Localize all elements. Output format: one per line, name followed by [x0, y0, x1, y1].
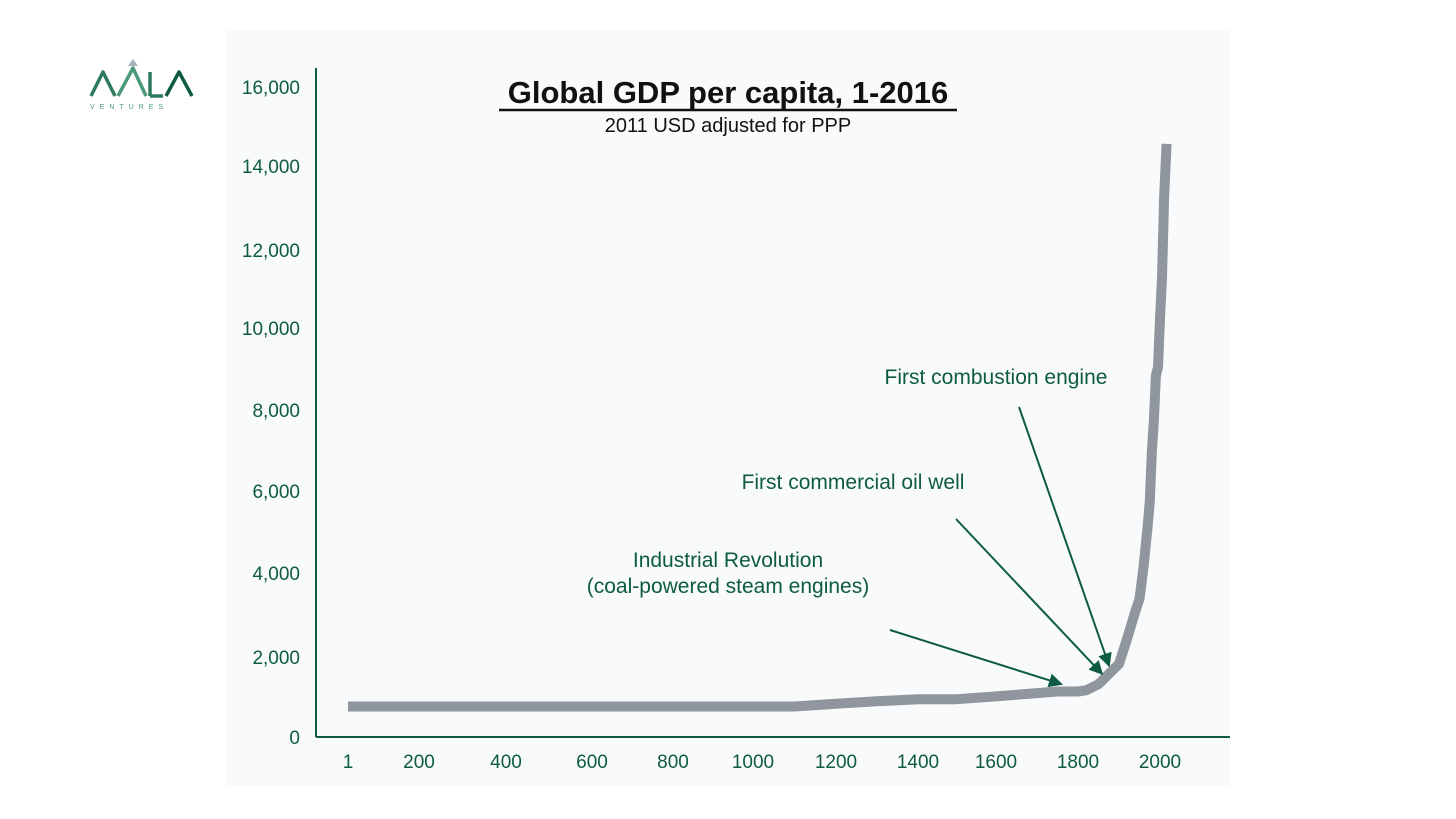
- y-tick-label: 16,000: [242, 78, 300, 99]
- axes-layer: [315, 68, 1230, 738]
- y-tick-label: 0: [289, 728, 300, 749]
- gdp-series-line: [348, 143, 1172, 712]
- annotation-arrow: [1018, 406, 1112, 668]
- y-tick-label: 12,000: [242, 241, 300, 262]
- y-tick-label: 8,000: [252, 401, 300, 422]
- x-tick-label: 1000: [732, 752, 774, 773]
- y-tick-label: 2,000: [252, 648, 300, 669]
- x-tick-label: 1600: [975, 752, 1017, 773]
- chart-subtitle: 2011 USD adjusted for PPP: [605, 115, 851, 137]
- x-tick-label: 400: [490, 752, 522, 773]
- y-tick-label: 6,000: [252, 482, 300, 503]
- annotation-label: First combustion engine: [885, 366, 1108, 389]
- chart-title: Global GDP per capita, 1-2016: [508, 75, 949, 110]
- x-tick-label: 800: [657, 752, 689, 773]
- annotation-arrow: [955, 518, 1104, 676]
- y-tick-label: 4,000: [252, 564, 300, 585]
- logo-tagline: VENTURES: [90, 104, 168, 111]
- annotation-label: Industrial Revolution: [633, 549, 823, 572]
- annotation-arrow: [889, 629, 1063, 688]
- annotation-label: First commercial oil well: [742, 471, 965, 494]
- y-tick-label: 10,000: [242, 319, 300, 340]
- x-tick-label: 2000: [1139, 752, 1181, 773]
- x-tick-label: 1800: [1057, 752, 1099, 773]
- y-tick-label: 14,000: [242, 157, 300, 178]
- x-tick-label: 1200: [815, 752, 857, 773]
- x-tick-label: 600: [576, 752, 608, 773]
- x-tick-label: 1400: [897, 752, 939, 773]
- x-tick-label: 1: [343, 752, 354, 773]
- annotation-layer: Industrial Revolution (coal-powered steam…: [587, 366, 1112, 688]
- tick-layer: 0 2,000 4,000 6,000 8,000 10,000 12,000 14,000 1…: [242, 78, 1181, 773]
- mountain-logo-icon: VENTURES: [89, 59, 194, 111]
- x-tick-label: 200: [403, 752, 435, 773]
- vila-ventures-logo: VENTURES: [88, 56, 200, 114]
- chart-panel: Global GDP per capita, 1-2016 2011 USD a…: [226, 30, 1231, 786]
- annotation-label: (coal-powered steam engines): [587, 575, 869, 598]
- series-layer: [348, 143, 1172, 712]
- gdp-chart: Global GDP per capita, 1-2016 2011 USD a…: [242, 68, 1230, 773]
